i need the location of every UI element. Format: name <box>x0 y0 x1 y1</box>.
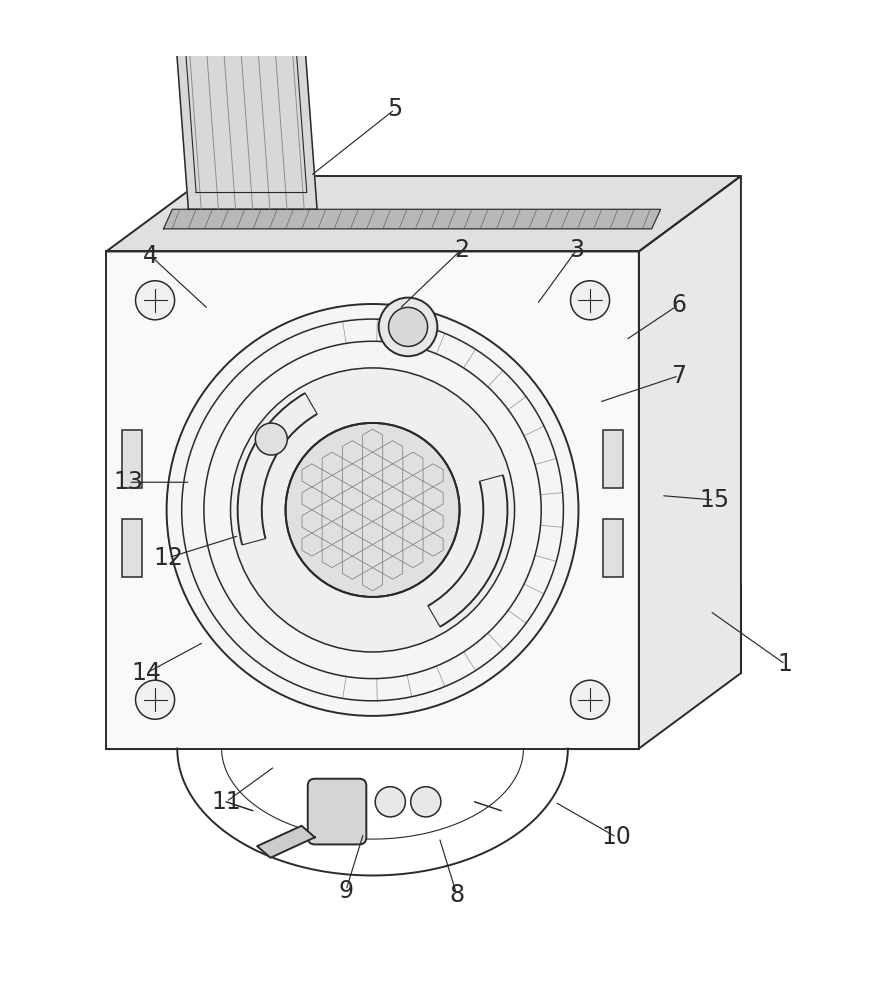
Bar <box>107 251 639 749</box>
Bar <box>603 519 623 577</box>
Text: 6: 6 <box>671 293 686 317</box>
Polygon shape <box>163 209 660 229</box>
Bar <box>107 251 639 749</box>
Polygon shape <box>639 176 741 749</box>
Text: 2: 2 <box>453 238 469 262</box>
FancyBboxPatch shape <box>307 779 366 844</box>
Circle shape <box>135 680 175 719</box>
Circle shape <box>410 787 441 817</box>
Circle shape <box>167 304 579 716</box>
Text: 13: 13 <box>114 470 143 494</box>
Bar <box>122 430 142 488</box>
Text: 12: 12 <box>153 546 184 570</box>
Circle shape <box>571 680 609 719</box>
Circle shape <box>379 298 437 356</box>
Text: 9: 9 <box>339 879 353 903</box>
Circle shape <box>230 368 514 652</box>
Circle shape <box>389 307 427 346</box>
Circle shape <box>135 281 175 320</box>
Circle shape <box>375 787 405 817</box>
Text: 4: 4 <box>143 244 158 268</box>
Text: 8: 8 <box>449 883 464 907</box>
Text: 3: 3 <box>569 238 584 262</box>
Polygon shape <box>170 0 317 209</box>
Text: 7: 7 <box>671 364 686 388</box>
Text: 11: 11 <box>211 790 241 814</box>
Text: 1: 1 <box>778 652 793 676</box>
Polygon shape <box>257 826 314 858</box>
Text: 14: 14 <box>131 661 161 685</box>
Circle shape <box>286 423 460 597</box>
Polygon shape <box>107 176 741 251</box>
Text: 5: 5 <box>387 97 402 121</box>
Text: 10: 10 <box>602 825 632 849</box>
Circle shape <box>571 281 609 320</box>
Bar <box>122 519 142 577</box>
Circle shape <box>255 423 288 455</box>
Text: 15: 15 <box>699 488 729 512</box>
Bar <box>603 430 623 488</box>
